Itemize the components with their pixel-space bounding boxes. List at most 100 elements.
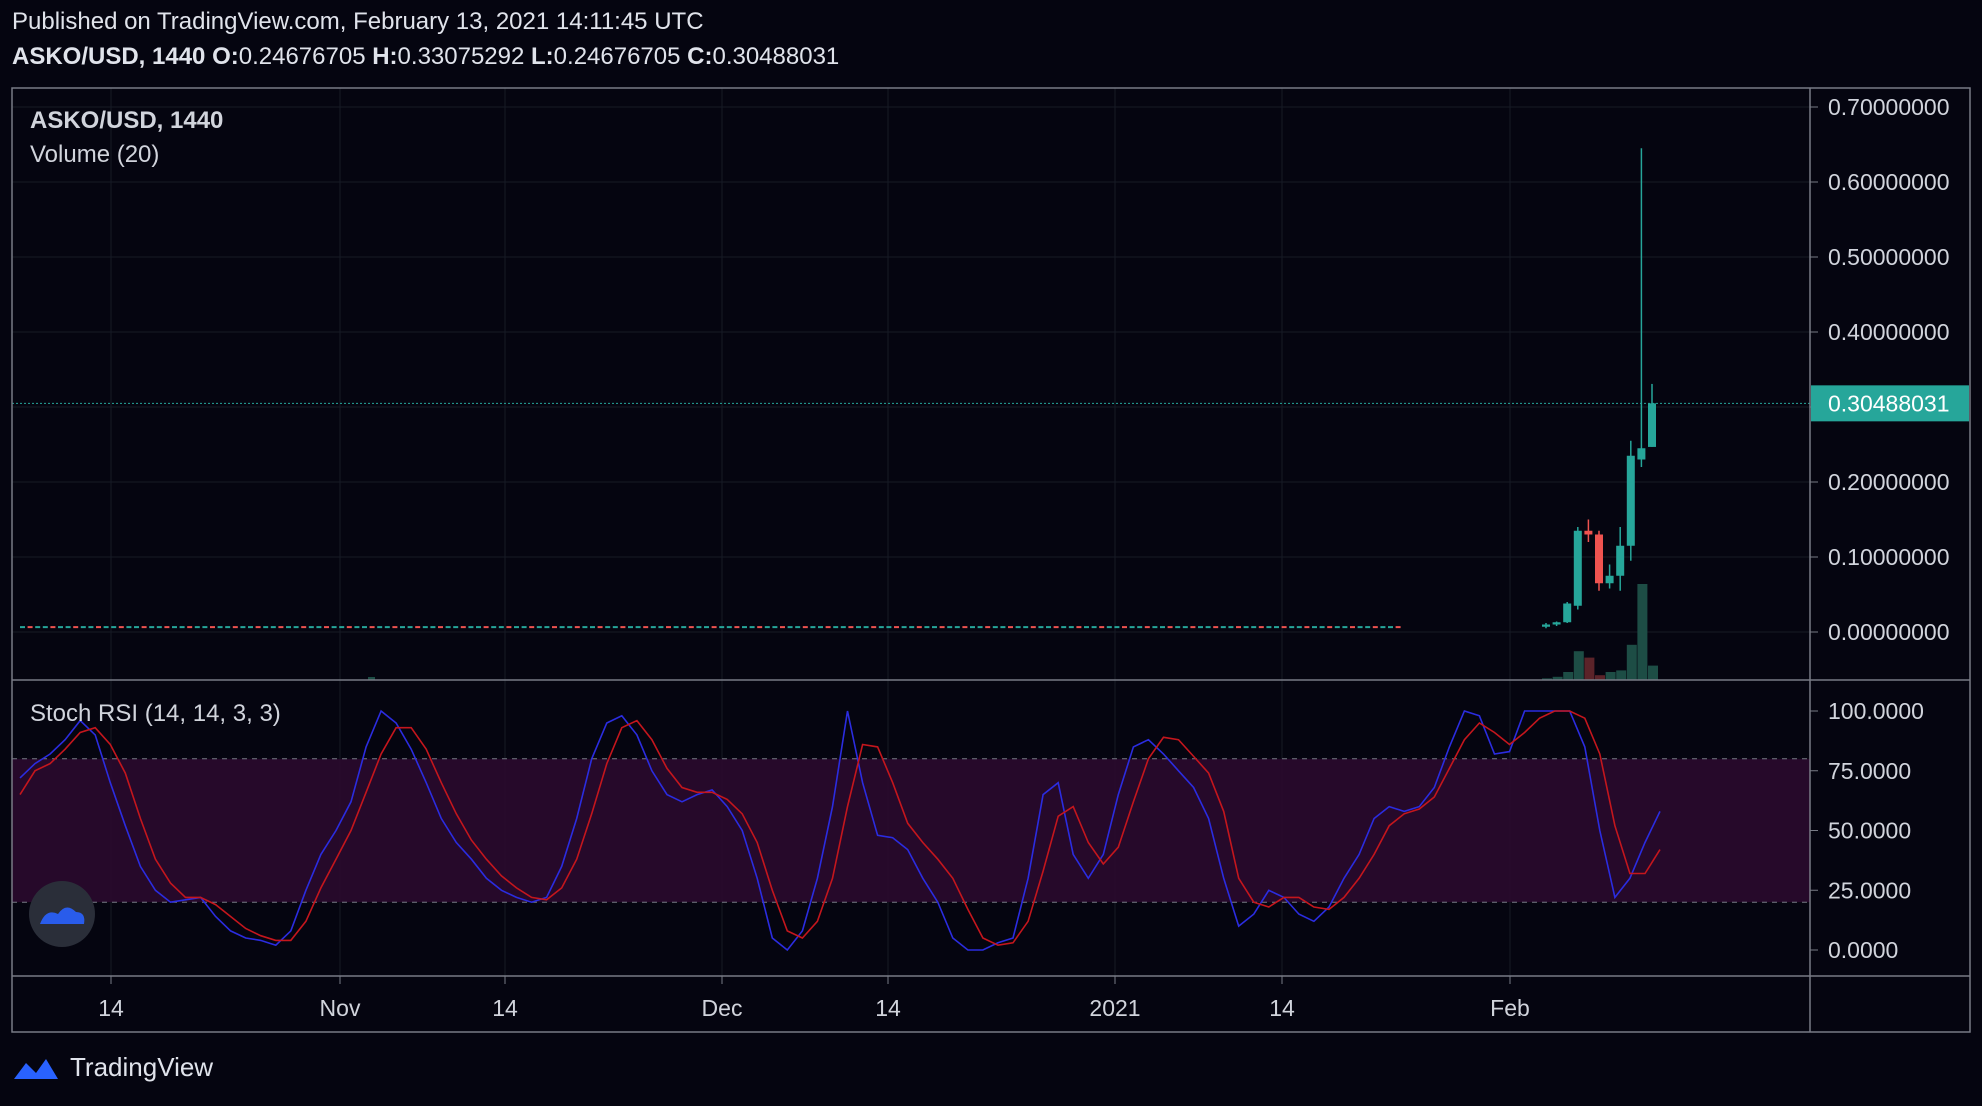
- candle-body[interactable]: [1563, 603, 1572, 623]
- candle-body[interactable]: [1542, 624, 1550, 627]
- candle[interactable]: [202, 626, 208, 629]
- candle[interactable]: [590, 626, 595, 629]
- candle[interactable]: [1334, 626, 1340, 629]
- candle[interactable]: [650, 626, 656, 629]
- candle[interactable]: [286, 626, 291, 629]
- candle[interactable]: [179, 626, 185, 629]
- candle[interactable]: [749, 626, 755, 629]
- candle[interactable]: [924, 626, 930, 629]
- candle[interactable]: [810, 626, 816, 629]
- candle[interactable]: [164, 626, 170, 629]
- candle[interactable]: [96, 626, 101, 629]
- candle[interactable]: [491, 626, 497, 629]
- candle[interactable]: [704, 626, 709, 629]
- candle[interactable]: [369, 626, 375, 629]
- candle[interactable]: [27, 626, 33, 629]
- candle[interactable]: [483, 626, 489, 629]
- candle[interactable]: [901, 626, 907, 629]
- candle[interactable]: [80, 626, 86, 629]
- candle[interactable]: [818, 626, 823, 629]
- candle[interactable]: [506, 626, 512, 629]
- candle[interactable]: [1372, 626, 1378, 629]
- candle[interactable]: [1144, 626, 1150, 629]
- candle[interactable]: [35, 626, 41, 629]
- candle[interactable]: [1327, 626, 1333, 629]
- candle[interactable]: [605, 626, 611, 629]
- candle[interactable]: [1395, 626, 1401, 629]
- candle[interactable]: [187, 626, 193, 629]
- candle[interactable]: [308, 626, 314, 629]
- candle[interactable]: [840, 626, 846, 629]
- candle[interactable]: [1243, 626, 1249, 629]
- tradingview-watermark-icon[interactable]: [29, 881, 95, 947]
- candle[interactable]: [248, 626, 253, 629]
- candle[interactable]: [514, 626, 519, 629]
- candle[interactable]: [1008, 626, 1013, 629]
- candle[interactable]: [58, 626, 63, 629]
- candle[interactable]: [1015, 626, 1021, 629]
- candle[interactable]: [498, 626, 504, 629]
- candle[interactable]: [582, 626, 588, 629]
- candle[interactable]: [742, 626, 747, 629]
- candle[interactable]: [400, 626, 405, 629]
- candle[interactable]: [1061, 626, 1067, 629]
- candle[interactable]: [947, 626, 953, 629]
- candle[interactable]: [1038, 626, 1044, 629]
- candle[interactable]: [346, 626, 352, 629]
- candle[interactable]: [103, 626, 109, 629]
- candle[interactable]: [1319, 626, 1325, 629]
- candle[interactable]: [111, 626, 117, 629]
- candle[interactable]: [339, 626, 345, 629]
- candle[interactable]: [719, 626, 725, 629]
- candle[interactable]: [1281, 626, 1287, 629]
- candle[interactable]: [263, 626, 269, 629]
- candle[interactable]: [1137, 626, 1143, 629]
- candle[interactable]: [430, 626, 436, 629]
- candle[interactable]: [696, 626, 702, 629]
- candle[interactable]: [939, 626, 945, 629]
- candle[interactable]: [468, 626, 474, 629]
- candle[interactable]: [1274, 626, 1279, 629]
- tradingview-logo-icon[interactable]: [12, 1053, 60, 1083]
- candle[interactable]: [916, 626, 922, 629]
- candle[interactable]: [255, 626, 261, 629]
- candle[interactable]: [764, 626, 770, 629]
- candle[interactable]: [536, 626, 542, 629]
- candle[interactable]: [825, 626, 831, 629]
- candle[interactable]: [787, 626, 793, 629]
- candle-body[interactable]: [1595, 534, 1603, 584]
- candle[interactable]: [932, 626, 937, 629]
- candle[interactable]: [529, 626, 535, 629]
- candle[interactable]: [848, 626, 854, 629]
- candle[interactable]: [407, 626, 413, 629]
- candle[interactable]: [384, 626, 390, 629]
- candle[interactable]: [894, 626, 899, 629]
- candle[interactable]: [1122, 626, 1127, 629]
- candle[interactable]: [1380, 626, 1386, 629]
- candle[interactable]: [833, 626, 839, 629]
- candle[interactable]: [802, 626, 808, 629]
- candle[interactable]: [757, 626, 763, 629]
- candle-body[interactable]: [1573, 530, 1582, 606]
- candle[interactable]: [1152, 626, 1158, 629]
- candle-body[interactable]: [1552, 622, 1561, 625]
- candle[interactable]: [240, 626, 246, 629]
- candle[interactable]: [977, 626, 983, 629]
- candle[interactable]: [1251, 626, 1257, 629]
- candle[interactable]: [1023, 626, 1029, 629]
- candle[interactable]: [666, 626, 671, 629]
- candle[interactable]: [688, 626, 694, 629]
- candle[interactable]: [172, 626, 177, 629]
- candle[interactable]: [354, 626, 360, 629]
- candle[interactable]: [552, 626, 557, 629]
- candle[interactable]: [992, 626, 998, 629]
- candle[interactable]: [856, 626, 861, 629]
- candle[interactable]: [962, 626, 968, 629]
- candle[interactable]: [422, 626, 428, 629]
- candle[interactable]: [734, 626, 740, 629]
- candle[interactable]: [1182, 626, 1188, 629]
- candle[interactable]: [1205, 626, 1211, 629]
- candle-body[interactable]: [1605, 575, 1614, 584]
- candle[interactable]: [1175, 626, 1181, 629]
- candle[interactable]: [1106, 626, 1112, 629]
